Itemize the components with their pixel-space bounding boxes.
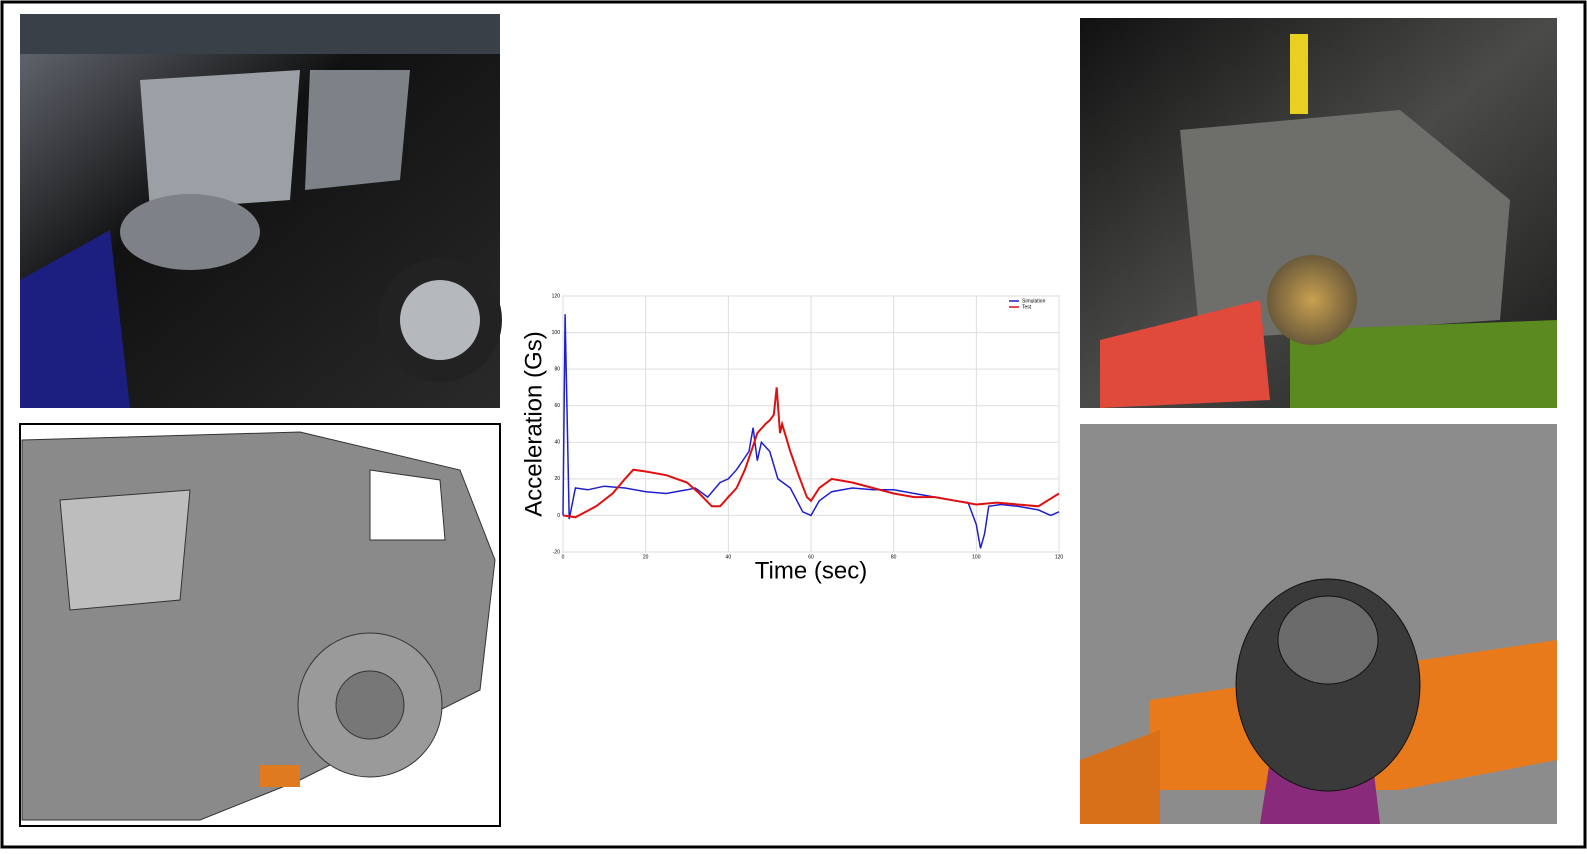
- x-tick-label: 100: [972, 554, 981, 560]
- y-axis-label: Acceleration (Gs): [520, 331, 547, 516]
- x-tick-label: 40: [726, 554, 732, 560]
- x-tick-label: 0: [562, 554, 565, 560]
- y-tick-label: 60: [554, 403, 560, 409]
- wheel-model: [1080, 424, 1557, 824]
- y-tick-label: 0: [557, 513, 560, 519]
- x-axis-label: Time (sec): [755, 557, 867, 584]
- y-tick-label: 40: [554, 440, 560, 446]
- x-tick-label: 20: [643, 554, 649, 560]
- x-tick-label: 120: [1055, 554, 1064, 560]
- y-tick-label: 80: [554, 366, 560, 372]
- legend-label: Test: [1022, 304, 1032, 310]
- y-tick-label: 20: [554, 476, 560, 482]
- wheel-photo: [1080, 18, 1557, 408]
- slide: -20020406080100120020406080100120Time (s…: [0, 0, 1587, 849]
- simulation-model: [20, 424, 500, 826]
- y-tick-label: -20: [553, 549, 560, 555]
- crash-photo: [20, 14, 502, 408]
- x-tick-label: 80: [891, 554, 897, 560]
- y-tick-label: 120: [552, 293, 561, 299]
- y-tick-label: 100: [552, 330, 561, 336]
- page: -20020406080100120020406080100120Time (s…: [0, 0, 1587, 854]
